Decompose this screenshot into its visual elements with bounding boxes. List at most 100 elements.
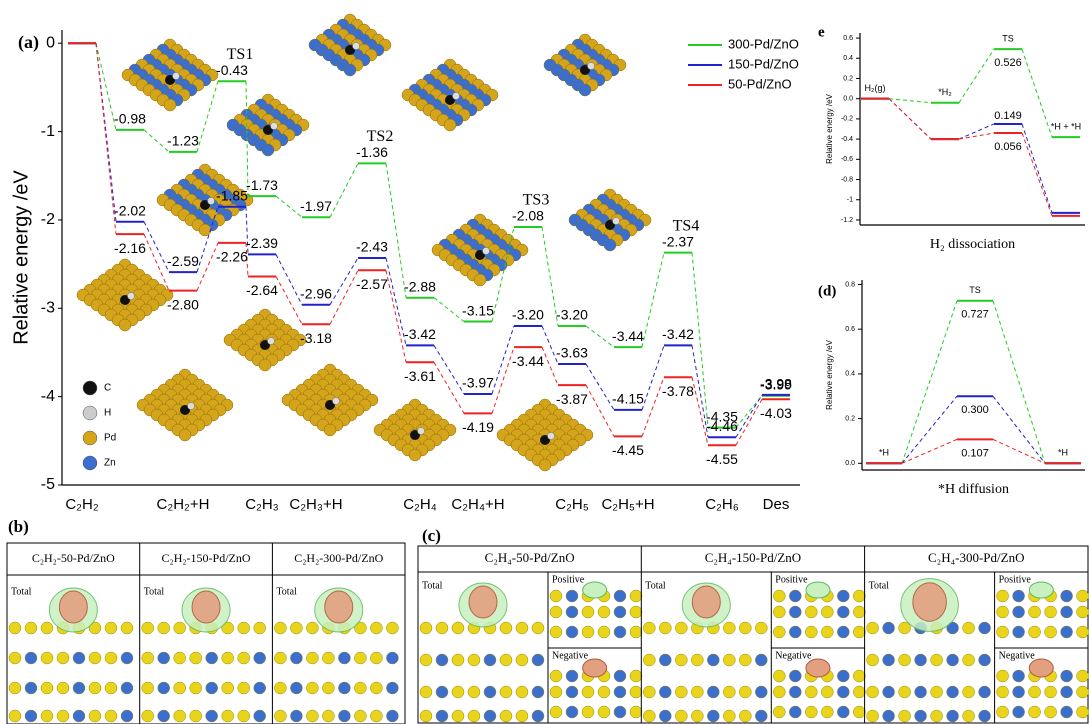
isosurface [191, 590, 221, 624]
atom [104, 651, 118, 665]
y-tick-label: 0.2 [843, 75, 853, 82]
y-tick-label: -1 [847, 197, 853, 204]
atom [274, 709, 287, 723]
connector [691, 345, 709, 438]
atom [221, 709, 234, 723]
y-tick-label: -0.6 [841, 156, 853, 163]
atom [1060, 685, 1073, 699]
atom [1060, 625, 1073, 639]
adsorbate [120, 295, 130, 305]
atom [707, 685, 720, 699]
connector [491, 226, 515, 322]
atom [354, 681, 367, 695]
atom [253, 681, 266, 695]
atom [205, 709, 218, 723]
atom [338, 681, 351, 695]
atom [659, 709, 672, 723]
adsorbate [267, 337, 275, 345]
atom [163, 98, 177, 112]
atom [755, 653, 768, 667]
atom [578, 83, 592, 97]
connector [901, 395, 958, 464]
y-tick-label: -0.8 [841, 176, 853, 183]
y-tick-label: -0.2 [841, 116, 853, 123]
atom [290, 651, 303, 665]
connector [196, 242, 219, 291]
atom [1012, 669, 1025, 683]
connector [992, 395, 1046, 464]
atom [978, 685, 991, 699]
atom [386, 621, 399, 635]
connector [641, 252, 665, 348]
atom [189, 681, 202, 695]
value-label: -0.43 [216, 62, 248, 78]
atom [1060, 589, 1073, 603]
atom [1076, 625, 1089, 639]
atom [789, 685, 802, 699]
atom [72, 681, 86, 695]
column-title: C₂H₄-300-Pd/ZnO [928, 550, 1024, 565]
atom [853, 605, 866, 619]
value-label: 0.300 [961, 404, 989, 416]
atom [565, 669, 579, 683]
atom [120, 681, 134, 695]
connector [95, 43, 117, 235]
y-axis-label: Relative energy /eV [825, 93, 834, 163]
value-label: -2.80 [167, 296, 199, 312]
atom [866, 709, 879, 723]
sub-label: Total [422, 580, 443, 591]
x-tick-label: C₂H₃ [245, 496, 279, 513]
atom [370, 621, 383, 635]
panel-label: (b) [8, 517, 29, 536]
connector [245, 242, 249, 277]
atom [205, 681, 218, 695]
atom [773, 589, 786, 603]
adsorbate [352, 42, 360, 50]
value-label: -2.88 [404, 278, 436, 294]
atom [691, 685, 704, 699]
atom-legend-swatch [82, 405, 98, 421]
connector [1021, 49, 1053, 138]
adsorbate [180, 405, 190, 415]
connector [329, 270, 359, 325]
atom [565, 605, 579, 619]
atom [789, 605, 802, 619]
atom [386, 681, 399, 695]
x-axis-label: H₂ dissociation [930, 237, 1015, 252]
atom [253, 709, 266, 723]
atom [1076, 705, 1089, 719]
connector [245, 81, 249, 197]
x-tick-label: C₂H₆ [705, 496, 739, 513]
connector [143, 129, 170, 153]
atom [675, 621, 688, 635]
atom [8, 651, 22, 665]
atom [237, 621, 250, 635]
atom [451, 621, 465, 635]
adsorbate [547, 432, 555, 440]
atom [120, 651, 134, 665]
atom [565, 705, 579, 719]
atom [221, 681, 234, 695]
value-label: -4.19 [462, 419, 494, 435]
adsorbate [452, 92, 460, 100]
adsorbate [270, 122, 278, 130]
value-label: -2.43 [356, 239, 388, 255]
atom [467, 685, 481, 699]
atom [178, 428, 192, 442]
atom [173, 621, 186, 635]
atom [354, 651, 367, 665]
atom [629, 685, 643, 699]
y-tick-label: 0.6 [845, 326, 855, 333]
value-label: -1.97 [300, 198, 332, 214]
adsorbate [332, 397, 340, 405]
atom [386, 651, 399, 665]
isosurface [691, 585, 721, 619]
connector [901, 300, 958, 464]
atom [739, 653, 752, 667]
x-tick-label: C₂H₅ [555, 496, 589, 513]
atom [723, 621, 736, 635]
atom [723, 653, 736, 667]
atom [338, 651, 351, 665]
adsorbate [263, 125, 273, 135]
atom [643, 709, 656, 723]
